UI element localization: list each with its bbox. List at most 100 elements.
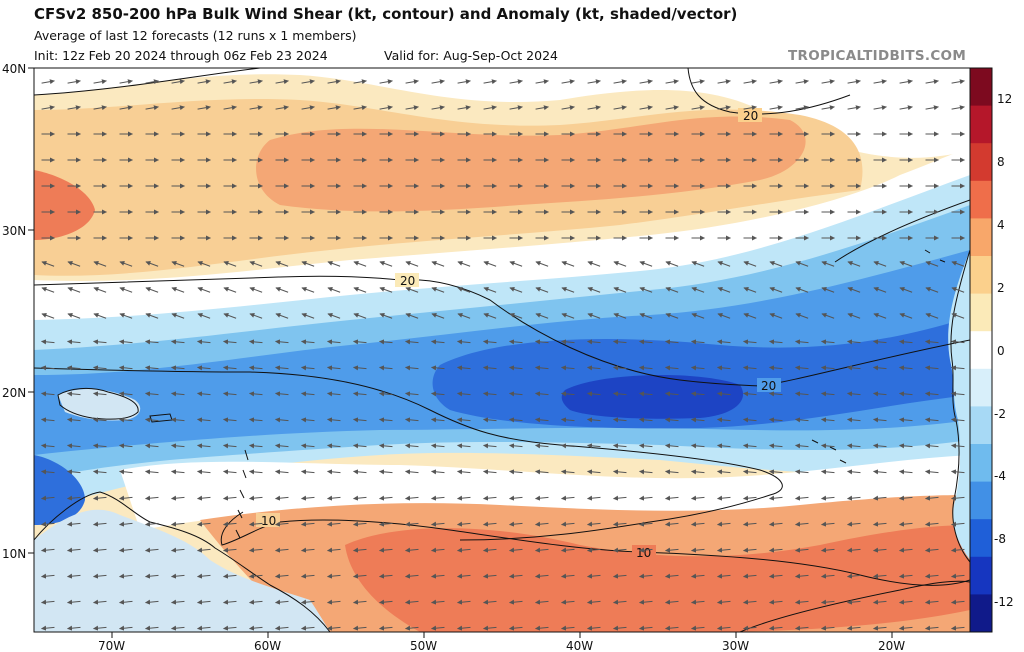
- wind-vector: [93, 547, 107, 553]
- wind-vector: [561, 443, 575, 449]
- wind-vector: [67, 312, 81, 319]
- wind-vector: [483, 443, 497, 449]
- wind-vector: [509, 105, 523, 111]
- wind-vector: [457, 417, 471, 423]
- wind-vector: [665, 547, 679, 553]
- wind-vector: [197, 625, 211, 631]
- wind-vector: [821, 391, 835, 397]
- wind-vector: [899, 365, 913, 371]
- wind-vector: [951, 547, 965, 553]
- wind-vector: [223, 339, 237, 345]
- wind-vector: [197, 469, 211, 475]
- contour-20-west: [34, 367, 783, 541]
- wind-vector: [41, 443, 55, 449]
- wind-vector: [301, 417, 315, 423]
- wind-vector: [743, 521, 757, 527]
- wind-vector: [951, 469, 965, 475]
- colorbar-swatches: [970, 68, 992, 633]
- wind-vector: [119, 312, 133, 319]
- wind-vector: [223, 391, 237, 397]
- wind-vector: [93, 495, 107, 501]
- wind-vector: [223, 105, 237, 111]
- wind-vector: [457, 105, 471, 111]
- wind-vector: [353, 495, 367, 501]
- wind-vector: [587, 365, 601, 371]
- wind-vector: [353, 260, 367, 267]
- wind-vector: [457, 391, 471, 397]
- wind-vector: [899, 599, 913, 605]
- wind-vector: [795, 443, 809, 449]
- wind-vector: [587, 79, 601, 85]
- wind-vector: [899, 312, 913, 319]
- wind-vector: [275, 599, 289, 605]
- wind-vector: [431, 573, 445, 579]
- wind-vector: [119, 547, 133, 553]
- wind-vector: [587, 391, 601, 397]
- wind-vector: [275, 391, 289, 397]
- wind-vector: [509, 443, 523, 449]
- wind-vector: [821, 79, 835, 85]
- wind-vector: [249, 417, 263, 423]
- wind-vector: [379, 573, 393, 579]
- wind-vector: [847, 391, 861, 397]
- wind-vector: [67, 417, 81, 423]
- wind-vector: [639, 391, 653, 397]
- wind-vector: [249, 286, 263, 293]
- canary-coast: [924, 249, 946, 263]
- wind-vector: [821, 495, 835, 501]
- wind-vector: [197, 260, 211, 267]
- wind-vector: [951, 443, 965, 449]
- wind-vector: [93, 469, 107, 475]
- wind-vector: [327, 312, 341, 319]
- wind-vector: [171, 312, 185, 319]
- wind-vector: [223, 417, 237, 423]
- wind-vector: [691, 573, 705, 579]
- wind-vector: [431, 521, 445, 527]
- wind-vector: [665, 599, 679, 605]
- wind-vector: [951, 105, 965, 111]
- wind-vector: [561, 495, 575, 501]
- wind-vector: [873, 391, 887, 397]
- wind-vector: [223, 521, 237, 527]
- wind-vector: [795, 573, 809, 579]
- wind-vector: [301, 599, 315, 605]
- wind-vector: [769, 79, 783, 85]
- wind-vector: [249, 573, 263, 579]
- wind-vector: [41, 521, 55, 527]
- wind-vector: [301, 260, 315, 267]
- wind-vector: [405, 573, 419, 579]
- wind-vector: [249, 105, 263, 111]
- wind-vector: [93, 599, 107, 605]
- wind-vector: [379, 105, 393, 111]
- wind-vector: [769, 417, 783, 423]
- wind-vector: [509, 547, 523, 553]
- wind-vector: [665, 105, 679, 111]
- wind-vector: [457, 469, 471, 475]
- wind-vector: [587, 339, 601, 345]
- wind-vector: [197, 105, 211, 111]
- wind-vector: [873, 625, 887, 631]
- wind-vector: [795, 365, 809, 371]
- wind-vector: [873, 417, 887, 423]
- wind-vector: [951, 339, 965, 345]
- wind-vector: [821, 312, 835, 319]
- wind-vector: [275, 286, 289, 293]
- contour-20-northeast: [687, 68, 851, 115]
- wind-vector: [821, 547, 835, 553]
- wind-vector: [223, 495, 237, 501]
- wind-vector: [223, 286, 237, 293]
- wind-vector: [951, 521, 965, 527]
- wind-vector: [899, 105, 913, 111]
- wind-vector: [743, 391, 757, 397]
- wind-vector: [665, 521, 679, 527]
- wind-vector: [795, 469, 809, 475]
- wind-vector: [925, 339, 939, 345]
- wind-vector: [717, 495, 731, 501]
- wind-vector: [899, 260, 913, 267]
- wind-vector: [925, 469, 939, 475]
- wind-vector: [925, 625, 939, 631]
- wind-vector: [431, 469, 445, 475]
- wind-vector: [847, 417, 861, 423]
- wind-vector: [275, 521, 289, 527]
- wind-vector: [431, 79, 445, 85]
